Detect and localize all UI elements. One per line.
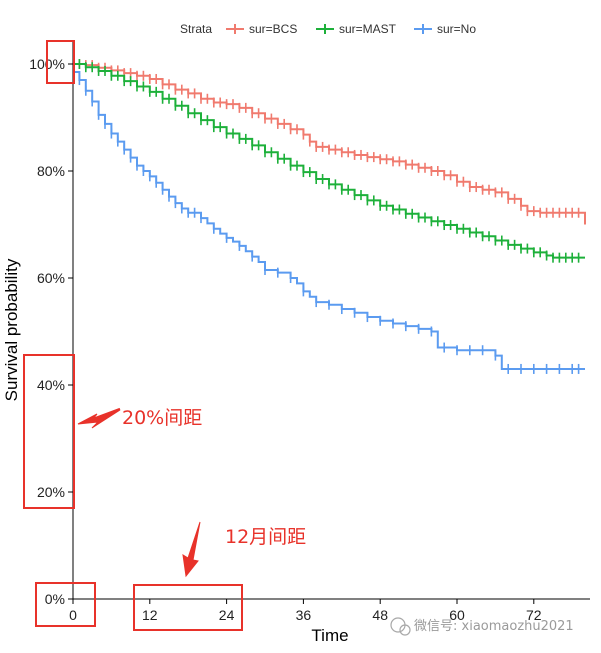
annotation-box-100pct (46, 40, 75, 84)
y-axis-title: Survival probability (2, 258, 21, 401)
legend-entry-0: sur=BCS (249, 22, 297, 36)
annotation-x-interval-text: 12月间距 (225, 526, 306, 548)
legend-title: Strata (180, 22, 212, 36)
y-tick-label-4: 80% (37, 163, 65, 179)
x-axis-title: Time (311, 626, 348, 645)
annotation-box-y-interval (23, 354, 75, 509)
wechat-icon-dot (399, 624, 411, 636)
y-tick-label-0: 0% (45, 591, 65, 607)
annotation-y-interval-text: 20%间距 (122, 407, 202, 429)
x-tick-label-6: 72 (526, 607, 542, 623)
legend: Strata sur=BCS sur=MAST sur=No (180, 22, 476, 36)
watermark: 微信号: xiaomaozhu2021 (390, 617, 574, 636)
watermark-text: 微信号: xiaomaozhu2021 (414, 619, 574, 634)
x-tick-label-2: 24 (219, 607, 235, 623)
x-tick-label-1: 12 (142, 607, 158, 623)
legend-entry-2: sur=No (437, 22, 476, 36)
x-tick-label-4: 48 (372, 607, 388, 623)
y-tick-label-3: 60% (37, 270, 65, 286)
x-tick-label-3: 36 (296, 607, 312, 623)
y-tick-label-1: 20% (37, 484, 65, 500)
x-tick-label-0: 0 (69, 607, 77, 623)
annotation-arrow-x (182, 521, 201, 578)
x-tick-label-5: 60 (449, 607, 465, 623)
y-tick-label-2: 40% (37, 377, 65, 393)
annotation-box-origin (35, 582, 96, 627)
annotation-arrow-y (77, 409, 121, 429)
annotation-box-x-interval (133, 584, 243, 631)
annotation-arrow-y-shaft (84, 407, 121, 424)
series-line-2 (73, 71, 585, 370)
legend-entry-1: sur=MAST (339, 22, 397, 36)
